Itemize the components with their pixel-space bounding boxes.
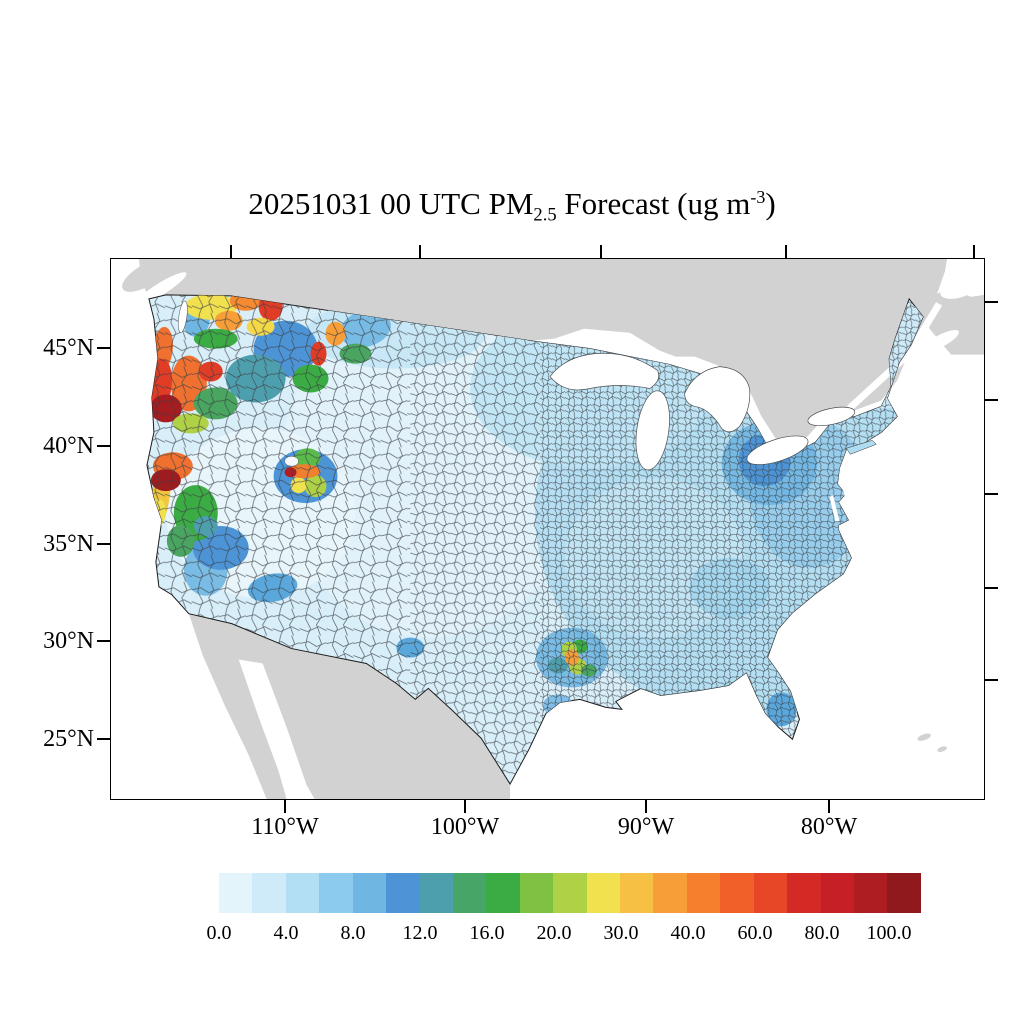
colorbar-segment [653,873,687,913]
colorbar-segment [753,873,788,913]
lon-axis-label: 110°W [251,814,319,840]
title-prefix: 20251031 00 UTC PM [248,186,534,221]
colorbar-segment [252,873,286,913]
delaware-bay [842,487,851,507]
colorbar-segment [486,873,520,913]
colorbar-tick-label: 8.0 [340,922,366,944]
lat-axis-label: 35°N [43,531,94,557]
lake-superior [549,352,660,391]
mexico-land [188,613,511,799]
title-subscript: 2.5 [533,204,557,226]
axis-tick [985,301,998,303]
axis-tick [97,543,110,545]
colorbar-segment [319,873,353,913]
colorbar-tick-label: 100.0 [866,922,912,944]
bay-of-fundy [923,329,959,352]
colorbar-segment [586,873,621,913]
axis-tick [985,587,998,589]
bahamas-island [937,746,947,753]
colorbar-segment [887,873,921,913]
colorbar-segment [452,873,487,913]
axis-tick [985,679,998,681]
colorbar-segment [720,873,754,913]
colorbar-tick-label: 4.0 [273,922,299,944]
chesapeake-bay [829,495,840,522]
colorbar-segment [386,873,420,913]
colorbar-tick-label: 40.0 [670,922,706,944]
axis-tick [985,493,998,495]
colorbar-tick-label: 30.0 [603,922,639,944]
colorbar-segment [820,873,855,913]
page-title: 20251031 00 UTC PM2.5 Forecast (ug m-3) [0,186,1024,227]
lat-axis-label: 40°N [43,433,94,459]
lon-axis-label: 80°W [800,814,858,840]
axis-tick [600,245,602,258]
axis-tick [97,738,110,740]
bahamas-island [917,733,931,741]
colorbar [219,873,921,913]
axis-tick [97,445,110,447]
colorbar-tick-label: 20.0 [536,922,572,944]
colorbar-segment [620,873,654,913]
colorbar-segment [686,873,721,913]
gulf-of-california [238,659,315,799]
strait-water [135,272,187,306]
colorbar-tick-label: 16.0 [469,922,505,944]
lat-axis-label: 45°N [43,335,94,361]
colorbar-segment [854,873,888,913]
lon-axis-label: 90°W [617,814,675,840]
colorbar-tick-label: 0.0 [206,922,232,944]
canada-land [138,259,948,447]
gulf-st-lawrence [940,274,982,299]
great-lakes [549,352,856,471]
axis-tick [464,800,466,813]
colorbar-segment [285,873,320,913]
colorbar-segment [352,873,387,913]
axis-tick [973,245,975,258]
colorbar-segment [553,873,587,913]
nova-scotia-land [915,286,984,355]
colorbar-segment [787,873,821,913]
lat-axis-label: 30°N [43,628,94,654]
axis-tick [419,245,421,258]
axis-tick [985,399,998,401]
axis-tick [284,800,286,813]
axis-tick [785,245,787,258]
vancouver-island [122,259,172,292]
axis-tick [828,800,830,813]
colorbar-tick-label: 60.0 [737,922,773,944]
axis-tick [645,800,647,813]
axis-tick [230,245,232,258]
long-island [845,440,877,455]
lake-erie [746,435,809,465]
lake-huron [684,366,751,433]
map-panel [110,258,985,800]
lake-ontario [807,406,856,427]
lat-axis-label: 25°N [43,726,94,752]
us-map-svg [111,259,984,799]
title-suffix: ) [765,186,776,221]
axis-tick [97,640,110,642]
great-salt-lake [284,456,299,467]
colorbar-tick-label: 12.0 [402,922,438,944]
colorbar-segment [419,873,453,913]
title-middle: Forecast (ug m [556,186,751,221]
st-lawrence-river [846,302,943,412]
lon-axis-label: 100°W [430,814,500,840]
colorbar-segment [219,873,253,913]
puget-sound [178,300,188,333]
colorbar-segment [519,873,554,913]
title-superscript: -3 [750,187,766,208]
lake-michigan [635,390,670,471]
axis-tick [97,347,110,349]
colorbar-tick-label: 80.0 [804,922,840,944]
